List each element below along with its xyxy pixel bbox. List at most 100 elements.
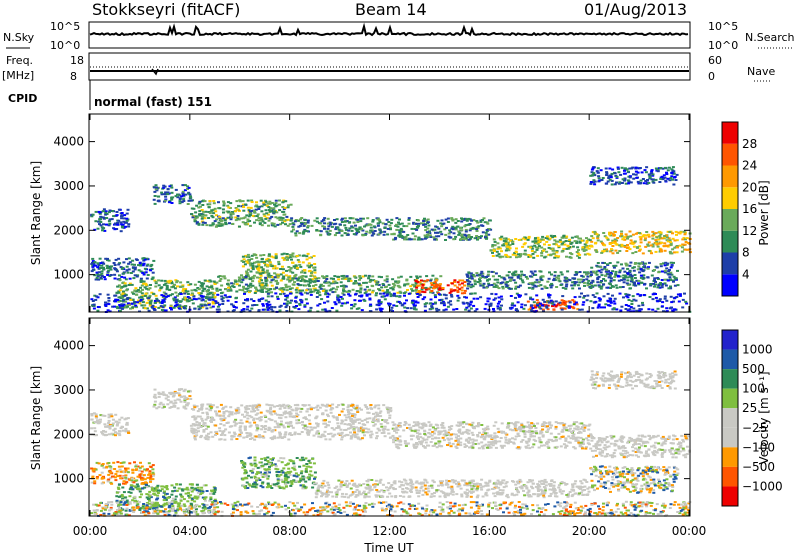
colorbar-band — [722, 165, 738, 188]
scatter-cell — [443, 228, 447, 231]
scatter-cell — [256, 412, 260, 415]
scatter-cell — [184, 289, 187, 292]
scatter-cell — [685, 237, 689, 240]
scatter-cell — [118, 309, 122, 312]
scatter-cell — [237, 408, 241, 411]
scatter-cell — [438, 287, 442, 290]
scatter-cell — [585, 278, 589, 281]
scatter-cell — [173, 296, 177, 299]
scatter-cell — [191, 415, 195, 418]
scatter-cell — [416, 291, 420, 294]
scatter-cell — [133, 266, 137, 269]
scatter-cell — [96, 306, 100, 308]
scatter-cell — [273, 203, 276, 206]
scatter-cell — [683, 292, 686, 295]
scatter-cell — [275, 279, 278, 282]
scatter-cell — [486, 273, 490, 276]
scatter-cell — [517, 286, 521, 289]
scatter-cell — [287, 421, 291, 424]
scatter-cell — [257, 267, 261, 270]
scatter-cell — [311, 278, 315, 281]
scatter-cell — [350, 303, 354, 306]
scatter-cell — [286, 218, 290, 221]
scatter-cell — [334, 303, 338, 306]
scatter-cell — [364, 431, 368, 434]
scatter-cell — [527, 254, 531, 256]
scatter-cell — [136, 301, 139, 304]
scatter-cell — [169, 304, 173, 307]
scatter-cell — [139, 298, 143, 301]
scatter-cell — [247, 209, 251, 212]
scatter-cell — [353, 303, 357, 306]
scatter-cell — [551, 300, 555, 303]
freq-unit-label: [MHz] — [2, 69, 34, 82]
scatter-cell — [424, 225, 428, 228]
scatter-cell — [501, 244, 505, 247]
scatter-cell — [296, 279, 300, 282]
scatter-cell — [372, 225, 376, 228]
scatter-cell — [605, 174, 609, 176]
scatter-cell — [192, 429, 196, 432]
scatter-cell — [268, 412, 272, 415]
scatter-cell — [523, 242, 527, 245]
scatter-cell — [335, 427, 339, 429]
scatter-cell — [308, 281, 312, 284]
scatter-cell — [225, 410, 229, 413]
scatter-cell — [292, 228, 295, 231]
scatter-cell — [330, 222, 334, 225]
scatter-cell — [369, 278, 373, 281]
scatter-cell — [181, 190, 185, 193]
scatter-cell — [633, 277, 637, 279]
scatter-cell — [594, 300, 598, 303]
scatter-cell — [311, 280, 315, 283]
scatter-cell — [136, 274, 140, 277]
scatter-cell — [178, 394, 182, 397]
scatter-cell — [124, 278, 128, 281]
scatter-cell — [245, 420, 249, 423]
scatter-cell — [221, 217, 225, 220]
scatter-cell — [282, 403, 286, 406]
scatter-cell — [122, 220, 126, 223]
scatter-cell — [675, 296, 679, 298]
scatter-cell — [208, 203, 212, 206]
scatter-cell — [244, 283, 248, 286]
scatter-cell — [590, 171, 594, 174]
scatter-cell — [209, 292, 213, 294]
scatter-cell — [622, 278, 626, 281]
scatter-cell — [97, 271, 101, 274]
scatter-cell — [259, 274, 263, 277]
scatter-cell — [209, 306, 213, 309]
scatter-cell — [407, 217, 411, 220]
scatter-cell — [543, 248, 547, 251]
scatter-cell — [255, 271, 259, 274]
scatter-cell — [139, 270, 143, 273]
scatter-cell — [113, 228, 117, 231]
scatter-cell — [300, 299, 304, 302]
scatter-cell — [585, 237, 588, 240]
scatter-cell — [377, 429, 381, 432]
scatter-cell — [385, 218, 389, 221]
scatter-cell — [193, 406, 197, 409]
scatter-cell — [215, 289, 219, 292]
scatter-cell — [672, 172, 676, 175]
scatter-cell — [413, 305, 417, 308]
scatter-cell — [463, 292, 467, 295]
scatter-cell — [187, 284, 191, 286]
scatter-cell — [572, 300, 576, 303]
scatter-cell — [605, 171, 609, 174]
scatter-cell — [425, 280, 429, 283]
scatter-cell — [475, 226, 479, 229]
scatter-cell — [633, 274, 637, 276]
scatter-cell — [623, 270, 627, 273]
scatter-cell — [507, 249, 511, 252]
scatter-cell — [226, 283, 229, 286]
scatter-cell — [440, 219, 444, 222]
scatter-cell — [332, 428, 336, 431]
scatter-cell — [393, 284, 397, 287]
scatter-cell — [665, 171, 668, 174]
scatter-cell — [672, 275, 676, 278]
scatter-cell — [508, 244, 512, 247]
scatter-cell — [124, 427, 128, 430]
scatter-cell — [277, 260, 281, 263]
scatter-cell — [208, 296, 212, 299]
